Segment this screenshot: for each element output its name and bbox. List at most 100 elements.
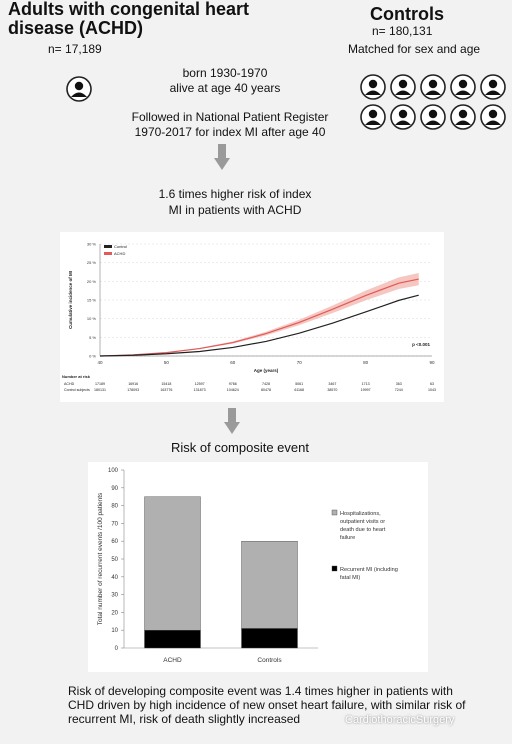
series-line-control [99, 294, 419, 357]
follow-up-description: Followed in National Patient Register 19… [100, 110, 360, 140]
bar-heart-failure [241, 540, 298, 629]
legend-swatch [104, 245, 112, 248]
risk-table-row-name: ACHD [64, 382, 75, 386]
risk-table-label: Number at risk [62, 374, 91, 379]
risk-table-value: 15418 [161, 382, 171, 386]
x-tick-label: 80 [363, 360, 369, 365]
legend-swatch [331, 565, 338, 572]
person-body [395, 90, 411, 95]
person-body [365, 120, 381, 125]
x-tick-label: 60 [230, 360, 236, 365]
down-arrow-icon-2 [224, 408, 240, 434]
y-tick-label: 10 % [87, 316, 97, 321]
y-tick-label: 25 % [87, 260, 97, 265]
person-body [395, 120, 411, 125]
person-body [455, 90, 471, 95]
risk-table-value: 7244 [395, 388, 403, 392]
y-tick-label: 0 [115, 646, 119, 652]
controls-heading: Controls [370, 4, 444, 24]
risk-table-row-name: Control subjects [64, 388, 90, 392]
person-icon [450, 74, 476, 100]
y-tick-label: 20 % [87, 279, 97, 284]
legend-label: fatal MI) [340, 575, 360, 581]
risk-table-value: 9766 [229, 382, 237, 386]
x-tick-label: 90 [429, 360, 435, 365]
followed-line-2: 1970-2017 for index MI after age 40 [134, 125, 326, 139]
person-head [368, 79, 378, 89]
incidence-chart-panel [60, 232, 444, 402]
person-body [485, 120, 501, 125]
alive-line: alive at age 40 years [169, 81, 281, 95]
risk-table-value: 5061 [295, 382, 303, 386]
legend-swatch [331, 509, 338, 516]
y-tick-label: 10 [111, 628, 118, 634]
y-tick-label: 80 [111, 504, 118, 510]
achd-confidence-band [100, 272, 419, 356]
person-head [398, 109, 408, 119]
followed-line-1: Followed in National Patient Register [131, 110, 329, 124]
bar-heart-failure [144, 496, 201, 631]
person-icon [360, 104, 386, 130]
person-head [428, 109, 438, 119]
person-body [425, 90, 441, 95]
person-icon [420, 74, 446, 100]
y-tick-label: 90 [111, 486, 118, 492]
legend-label: outpatient visits or [340, 519, 385, 525]
risk-table-value: 104624 [227, 388, 239, 392]
y-tick-label: 15 % [87, 298, 97, 303]
series-line-achd [99, 278, 419, 357]
risk-table-value: 63 [430, 382, 434, 386]
legend-label: Recurrent MI (including [340, 567, 398, 573]
risk-table-value: 180131 [94, 388, 106, 392]
person-head [488, 109, 498, 119]
risk-table-value: 131873 [194, 388, 206, 392]
person-head [428, 79, 438, 89]
risk-table-value: 7428 [262, 382, 270, 386]
y-tick-label: 40 [111, 575, 118, 581]
x-tick-label: 50 [164, 360, 170, 365]
y-tick-label: 20 [111, 610, 118, 616]
p-value-annotation: p <0.001 [412, 342, 430, 347]
conclusion-text: Risk of developing composite event was 1… [68, 684, 466, 726]
y-axis-label: Cumulative incidence of MI [68, 271, 73, 329]
person-body [365, 90, 381, 95]
risk-table-value: 61168 [294, 388, 304, 392]
risk1-line-2: MI in patients with ACHD [168, 203, 302, 217]
y-tick-label: 30 % [87, 242, 97, 247]
down-arrow-icon [214, 144, 230, 170]
watermark-text: CardiothoracicSurgery [345, 714, 455, 726]
matched-text: Matched for sex and age [348, 42, 481, 56]
risk-finding-1: 1.6 times higher risk of index MI in pat… [110, 186, 360, 218]
legend-swatch [104, 252, 112, 255]
controls-count: n= 180,131 [372, 24, 433, 38]
x-tick-label: 40 [97, 360, 103, 365]
y-tick-label: 70 [111, 521, 118, 527]
person-head [458, 109, 468, 119]
person-icon [66, 76, 92, 102]
achd-count: n= 17,189 [48, 42, 102, 56]
risk-table-value: 12597 [195, 382, 205, 386]
x-axis-label: Age (years) [254, 368, 279, 373]
y-tick-label: 60 [111, 539, 118, 545]
person-head [398, 79, 408, 89]
y-tick-label: 0 % [89, 354, 96, 359]
person-icon [390, 104, 416, 130]
bar-recurrent-mi [144, 629, 201, 649]
legend-label: Control [114, 244, 127, 249]
person-body [71, 92, 87, 97]
person-body [455, 120, 471, 125]
legend-label: failure [340, 535, 355, 541]
cohort-description: born 1930-1970 alive at age 40 years [150, 66, 300, 96]
y-tick-label: 100 [108, 468, 119, 474]
person-head [488, 79, 498, 89]
person-icon [420, 104, 446, 130]
composite-heading: Risk of composite event [170, 440, 309, 455]
risk-table-value: 3467 [328, 382, 336, 386]
person-icon [360, 74, 386, 100]
person-icon [390, 74, 416, 100]
risk-table-value: 1043 [428, 388, 436, 392]
composite-event-chart: 0 10 20 30 40 50 60 70 80 90 100 Total number of re… [97, 468, 398, 664]
person-icon [480, 104, 506, 130]
y-tick-label: 5 % [89, 335, 96, 340]
legend-label: ACHD [114, 251, 125, 256]
